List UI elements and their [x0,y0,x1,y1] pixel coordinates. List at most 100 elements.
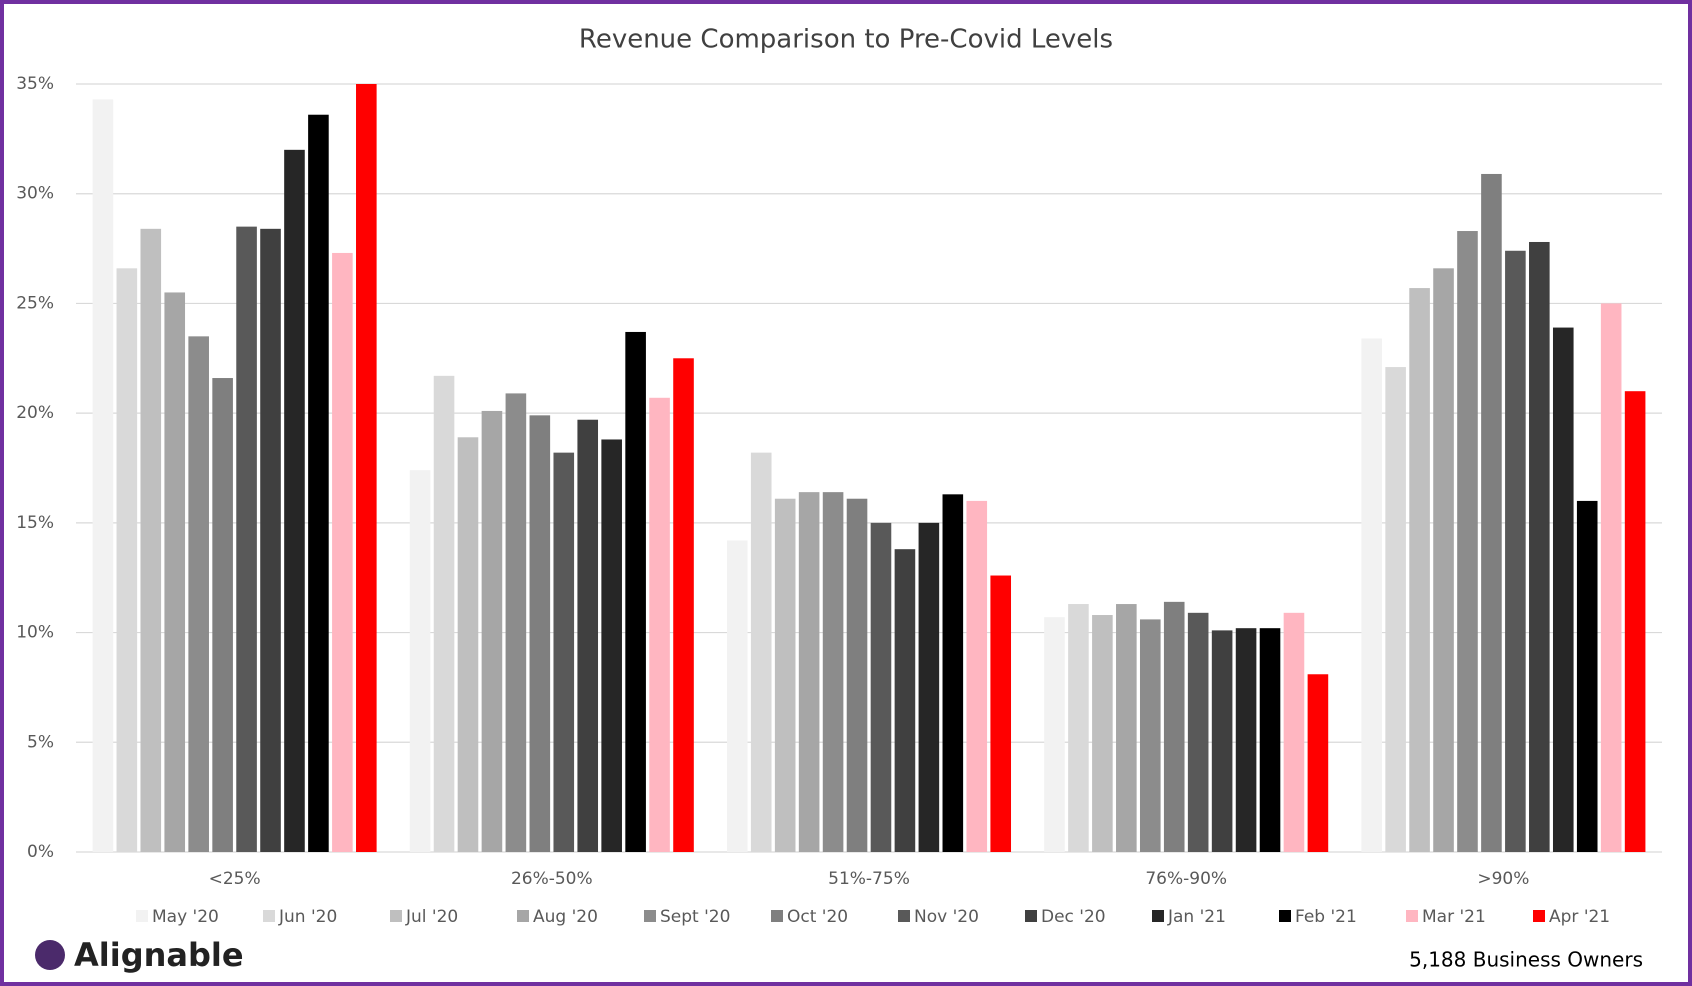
legend-swatch [644,910,656,922]
legend-swatch [898,910,910,922]
bar [505,393,527,852]
bar [92,99,114,853]
bar [1044,617,1065,852]
bar [798,492,820,852]
footnote: 5,188 Business Owners [1409,948,1643,972]
bar [846,498,868,852]
legend-swatch [1279,910,1291,922]
legend-swatch [390,910,402,922]
x-tick-label: 76%-90% [1145,869,1227,889]
legend-label: Dec '20 [1041,907,1106,927]
x-tick-label: 51%-75% [828,869,910,889]
bar [332,252,353,852]
bar [433,375,455,852]
bar [870,522,892,852]
bar [918,522,940,852]
y-tick-label: 25% [16,293,54,313]
bar [236,226,257,853]
bar [553,452,575,852]
bar [164,292,186,852]
bar [649,397,670,852]
y-tick-label: 0% [27,842,54,862]
bar [1505,250,1526,852]
bar [625,331,646,852]
bar [1283,612,1305,852]
bar [1163,601,1185,852]
legend-swatch [263,910,275,922]
bar [1409,288,1430,852]
bar [577,419,599,852]
bar [457,437,479,852]
legend-label: Mar '21 [1422,907,1486,927]
bar [1187,612,1209,852]
bar [1552,327,1574,853]
bar [942,494,964,852]
chart-title: Revenue Comparison to Pre-Covid Levels [579,25,1113,55]
bar [356,84,377,852]
legend-label: May '20 [152,907,219,927]
bar [966,500,988,852]
x-tick-label: >90% [1477,869,1529,889]
bar [1529,241,1550,852]
y-tick-label: 5% [27,732,54,752]
legend-label: Jul '20 [405,907,458,927]
legend-label: Aug '20 [533,907,598,927]
bar [1481,173,1502,853]
bar [1068,604,1089,852]
legend-label: Jun '20 [278,907,337,927]
bar [529,415,551,852]
bar [1385,367,1406,852]
bar [409,470,431,852]
bar [601,439,622,852]
y-tick-label: 35% [16,74,54,94]
bar [1600,303,1622,852]
bar [481,410,503,852]
bar [260,228,281,852]
bar [726,540,748,852]
legend-label: Oct '20 [787,907,848,927]
bar [1139,619,1161,852]
bar [1092,615,1113,852]
bar [894,549,916,852]
bar [822,492,844,852]
bar [188,336,209,852]
legend-swatch [1406,910,1418,922]
y-tick-label: 10% [16,623,54,643]
bar [1259,628,1281,852]
bar [1116,604,1137,852]
legend-label: Nov '20 [914,907,979,927]
bar [1457,231,1478,852]
bar [1211,630,1233,852]
logo-icon [35,940,65,970]
legend-label: Feb '21 [1295,907,1357,927]
legend-label: Apr '21 [1549,907,1610,927]
bar [1624,391,1646,852]
legend-swatch [1152,910,1164,922]
x-tick-label: <25% [209,869,261,889]
bar [673,358,694,852]
bar [212,378,233,852]
legend-label: Jan '21 [1167,907,1226,927]
x-tick-label: 26%-50% [511,869,593,889]
bar [750,452,772,852]
bar [774,498,796,852]
bar [1307,674,1329,852]
bar [140,228,162,852]
bar [116,268,138,852]
y-tick-label: 20% [16,403,54,423]
bar [1235,628,1257,852]
bar [1361,338,1382,853]
legend-swatch [1025,910,1037,922]
bar [1576,500,1598,852]
logo-text: Alignable [74,936,244,974]
legend-swatch [771,910,783,922]
y-tick-label: 15% [16,513,54,533]
y-tick-label: 30% [16,184,54,204]
legend-swatch [1533,910,1545,922]
legend-label: Sept '20 [660,907,730,927]
bar [308,114,329,853]
legend-swatch [136,910,148,922]
logo: Alignable [35,936,244,974]
